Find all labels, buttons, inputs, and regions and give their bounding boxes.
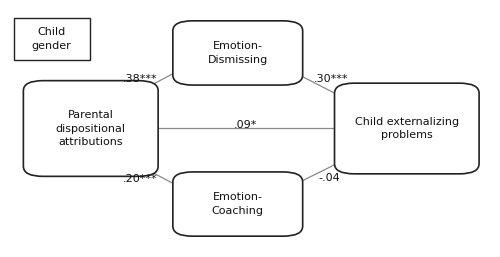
FancyBboxPatch shape [173, 21, 302, 85]
Text: .38***: .38*** [122, 74, 157, 84]
Text: -.04: -.04 [318, 173, 340, 183]
FancyBboxPatch shape [24, 81, 158, 176]
FancyBboxPatch shape [14, 18, 90, 60]
Text: .20***: .20*** [122, 174, 157, 184]
FancyBboxPatch shape [334, 83, 479, 174]
Text: Emotion-
Dismissing: Emotion- Dismissing [208, 41, 268, 65]
Text: Emotion-
Coaching: Emotion- Coaching [212, 192, 264, 216]
Text: Parental
dispositional
attributions: Parental dispositional attributions [56, 110, 126, 147]
Text: Child
gender: Child gender [32, 27, 72, 51]
Text: Child externalizing
problems: Child externalizing problems [354, 117, 459, 140]
Text: .30***: .30*** [314, 74, 348, 84]
Text: .09*: .09* [234, 120, 257, 130]
FancyBboxPatch shape [173, 172, 302, 236]
